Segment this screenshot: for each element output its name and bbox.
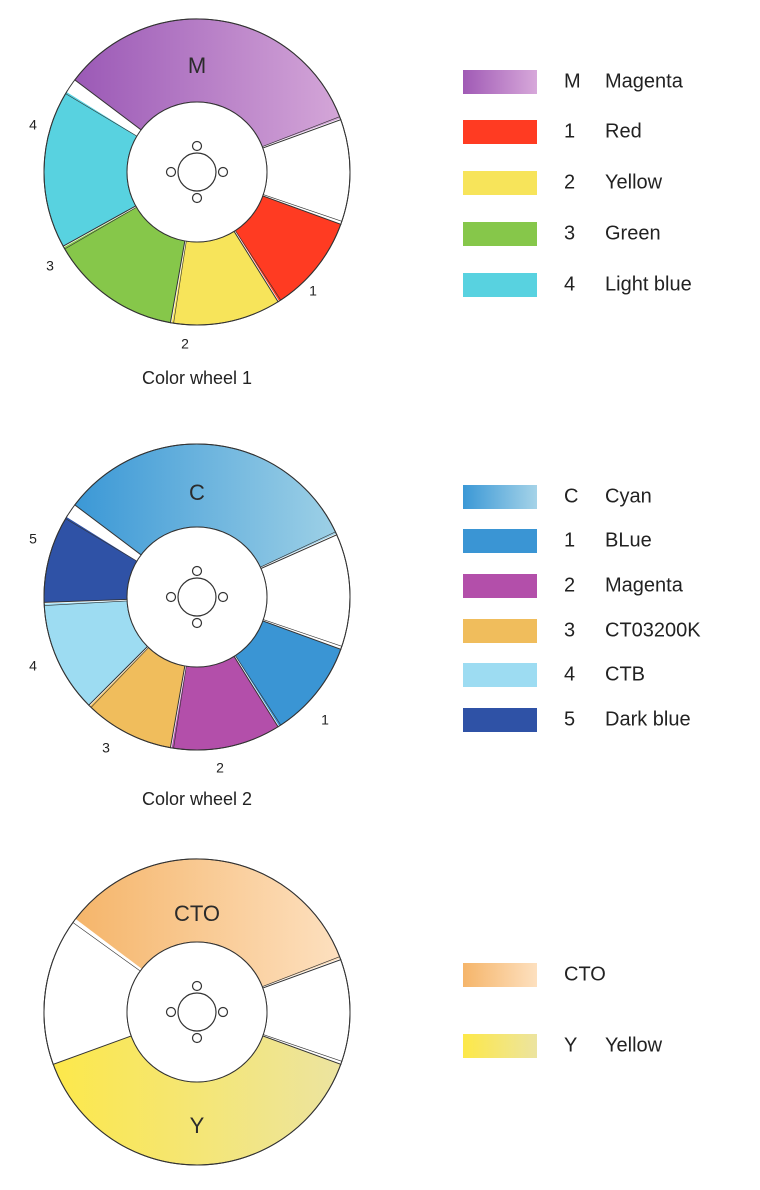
legend-key: Y: [564, 1034, 577, 1056]
legend-key: M: [564, 70, 581, 92]
legend-swatch: [463, 70, 537, 94]
legend-key: 4: [564, 273, 575, 295]
legend-item-2-5: 5 Dark blue: [463, 708, 691, 732]
color-wheel-3: CTO Y: [43, 858, 351, 1166]
wheel-3-label-CTO: CTO: [174, 901, 220, 926]
segment-separator-edge: [72, 922, 141, 972]
legend-swatch: [463, 574, 537, 598]
wheel-2-label-2: 2: [216, 760, 224, 776]
wheel-3-label-Y: Y: [190, 1113, 205, 1138]
segment-separator: [66, 89, 139, 136]
segment-separator-edge: [263, 619, 342, 647]
segment-separator-edge: [64, 206, 137, 250]
legend-item-3-CTO: CTO: [463, 963, 606, 987]
legend-key: 2: [564, 574, 575, 596]
legend-swatch: [463, 273, 537, 297]
legend-name: Dark blue: [605, 708, 691, 730]
legend-key: C: [564, 485, 578, 507]
legend-name: BLue: [605, 529, 652, 551]
legend-key: 3: [564, 619, 575, 641]
legend-key: 5: [564, 708, 575, 730]
wheel-1-label-4: 4: [29, 117, 37, 133]
legend-swatch: [463, 485, 537, 509]
legend-name: CT03200K: [605, 619, 701, 641]
wheel-2-label-1: 1: [321, 712, 329, 728]
segment-separator-edge: [44, 600, 128, 606]
wheel-1-label-1: 1: [309, 283, 317, 299]
legend-swatch: [463, 529, 537, 553]
wheel-hub: [126, 526, 268, 668]
segment-separator-edge: [65, 93, 138, 137]
legend-item-1-M: M Magenta: [463, 70, 684, 94]
legend-key: 1: [564, 529, 575, 551]
legend-swatch: [463, 708, 537, 732]
wheel-1-label-2: 2: [181, 336, 189, 352]
legend-key: 2: [564, 171, 575, 193]
segment-separator-edge: [90, 647, 149, 708]
legend-key: 4: [564, 663, 575, 685]
hub-mount-icon: [165, 140, 229, 204]
segment-separator-edge: [173, 666, 187, 749]
legend-key: 1: [564, 120, 575, 142]
legend-swatch: [463, 619, 537, 643]
legend-item-2-1: 1 BLue: [463, 529, 652, 553]
legend-item-1-2: 2 Yellow: [463, 171, 663, 195]
legend-item-2-4: 4 CTB: [463, 663, 645, 687]
wheel-2-label-4: 4: [29, 658, 37, 674]
legend-name: CTB: [605, 663, 645, 685]
segment-separator: [74, 918, 142, 971]
wheel-outer-rim: [43, 443, 351, 751]
legend-key: 3: [564, 222, 575, 244]
segment-separator-edge: [262, 956, 340, 987]
wheel-outer-rim: [43, 18, 351, 326]
legend-name: Light blue: [605, 273, 692, 295]
legend-name: Red: [605, 120, 642, 142]
segment-separator-edge: [235, 230, 282, 301]
segment-separator-edge: [65, 518, 138, 562]
segment-separator-edge: [173, 241, 187, 324]
legend-name: Cyan: [605, 485, 652, 507]
hub-mount-icon: [165, 980, 229, 1044]
legend-swatch: [463, 663, 537, 687]
legend-swatch: [463, 222, 537, 246]
color-wheel-1: M 1 2 3 4: [29, 18, 351, 352]
legend-item-2-C: C Cyan: [463, 485, 652, 509]
segment-separator-edge: [262, 116, 340, 147]
wheel-hub: [126, 101, 268, 243]
legend-name: Magenta: [605, 70, 684, 92]
segment-separator-edge: [263, 1034, 342, 1062]
segment-separator-edge: [235, 655, 282, 726]
legend-swatch: [463, 120, 537, 144]
legend-item-3-Y: Y Yellow: [463, 1034, 663, 1058]
legend-item-2-3: 3 CT03200K: [463, 619, 701, 643]
legend-swatch: [463, 963, 537, 987]
legend-item-1-1: 1 Red: [463, 120, 642, 144]
wheel-2-caption: Color wheel 2: [142, 789, 252, 809]
segment-separator-edge: [260, 531, 336, 568]
segment-separator-edge: [263, 194, 342, 222]
wheel-2-label-5: 5: [29, 531, 37, 547]
wheel-1-label-M: M: [188, 53, 206, 78]
legend-name: Green: [605, 222, 661, 244]
legend-name: Yellow: [605, 1034, 663, 1056]
legend-swatch: [463, 1034, 537, 1058]
legend-name: Magenta: [605, 574, 684, 596]
legend-swatch: [463, 171, 537, 195]
legend-key: CTO: [564, 963, 606, 985]
wheel-1-label-3: 3: [46, 258, 54, 274]
legend-name: Yellow: [605, 171, 663, 193]
wheel-2-label-C: C: [189, 480, 205, 505]
segment-separator: [66, 514, 139, 561]
color-wheel-2: C 1 2 3 4 5: [29, 443, 351, 776]
wheel-hub: [126, 941, 268, 1083]
hub-mount-icon: [165, 565, 229, 629]
legend-item-2-2: 2 Magenta: [463, 574, 684, 598]
legend-item-1-4: 4 Light blue: [463, 273, 692, 297]
wheel-2-label-3: 3: [102, 740, 110, 756]
wheel-outer-rim: [43, 858, 351, 1166]
legend-item-1-3: 3 Green: [463, 222, 661, 246]
wheel-1-caption: Color wheel 1: [142, 368, 252, 388]
